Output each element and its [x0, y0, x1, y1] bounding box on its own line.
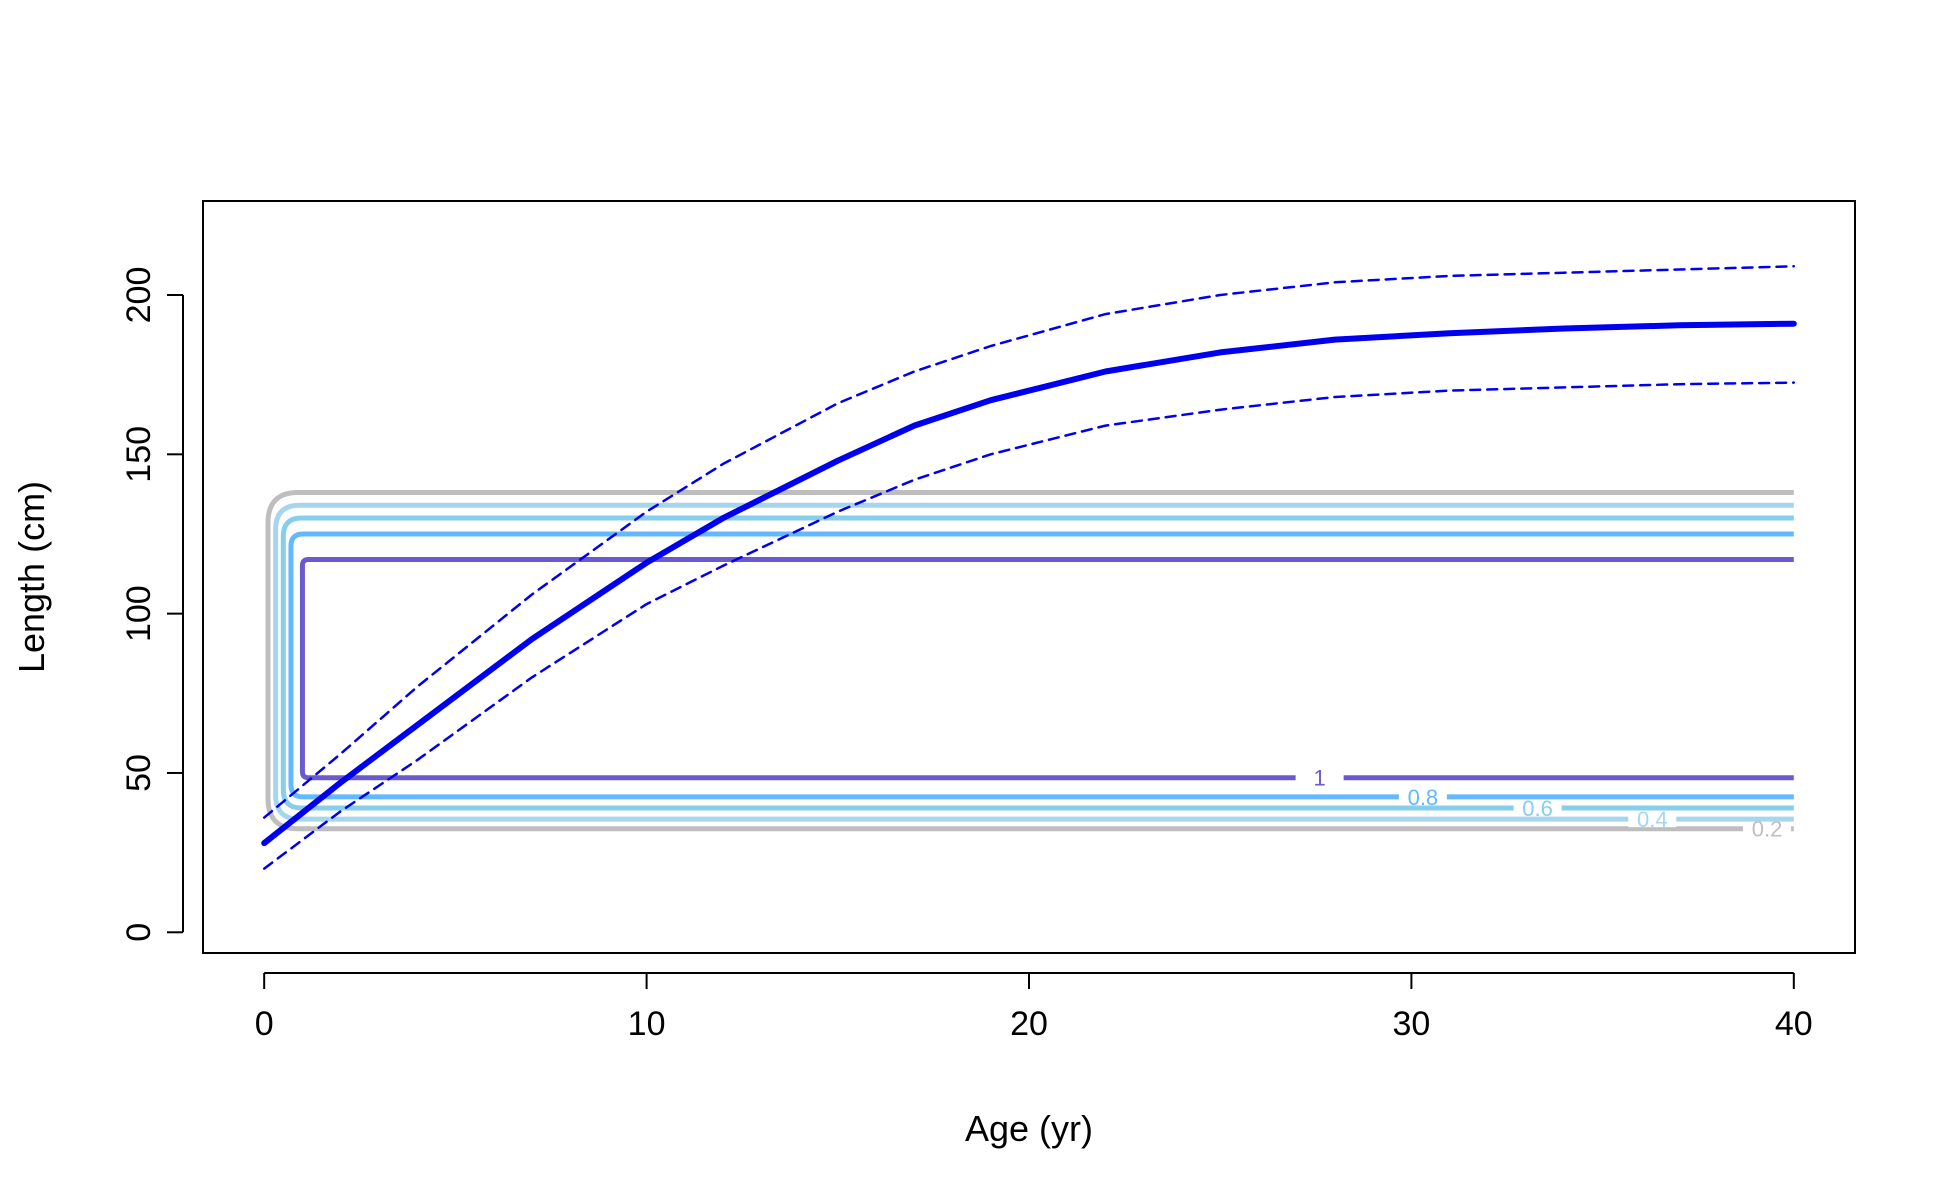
x-axis-title: Age (yr) [965, 1108, 1093, 1149]
contour-label-0-6: 0.6 [1522, 796, 1553, 821]
plot-frame [202, 200, 1856, 954]
x-tick-label: 30 [1392, 1005, 1430, 1043]
contour-label-gap [1295, 769, 1344, 786]
contour-line-0-4 [273, 502, 1794, 822]
series-group [261, 265, 1797, 870]
x-tick-label: 40 [1775, 1005, 1813, 1043]
y-tick-label: 200 [120, 267, 158, 324]
x-tick-label: 20 [1010, 1005, 1048, 1043]
x-tick-label: 10 [628, 1005, 666, 1043]
y-tick-label: 50 [120, 754, 158, 792]
contour-label-gap [1513, 800, 1562, 817]
x-tick-label: 0 [255, 1005, 274, 1043]
contour-label-gap [1743, 820, 1792, 837]
contour-line-1 [299, 556, 1794, 781]
series-line-interval-2 [262, 381, 1796, 870]
series-line-mean [261, 320, 1797, 847]
y-tick-label: 0 [120, 923, 158, 942]
series-line-interval-1 [262, 265, 1796, 819]
contour-line-0-6 [280, 515, 1794, 811]
contour-line-0-8 [288, 531, 1794, 800]
contour-label-1: 1 [1314, 766, 1326, 791]
contour-label-0-8: 0.8 [1408, 785, 1439, 810]
contour-label-0-4: 0.4 [1637, 807, 1668, 832]
axes-group: 0 10 20 30 40 0 50 100 150 200 [120, 267, 1813, 1043]
contour-group: 0.20.40.60.81 [265, 490, 1794, 842]
contour-label-gap [1628, 811, 1677, 828]
y-axis-title: Length (cm) [11, 481, 52, 673]
y-tick-label: 100 [120, 585, 158, 642]
contour-label-gap [1398, 788, 1447, 805]
y-tick-label: 150 [120, 426, 158, 483]
